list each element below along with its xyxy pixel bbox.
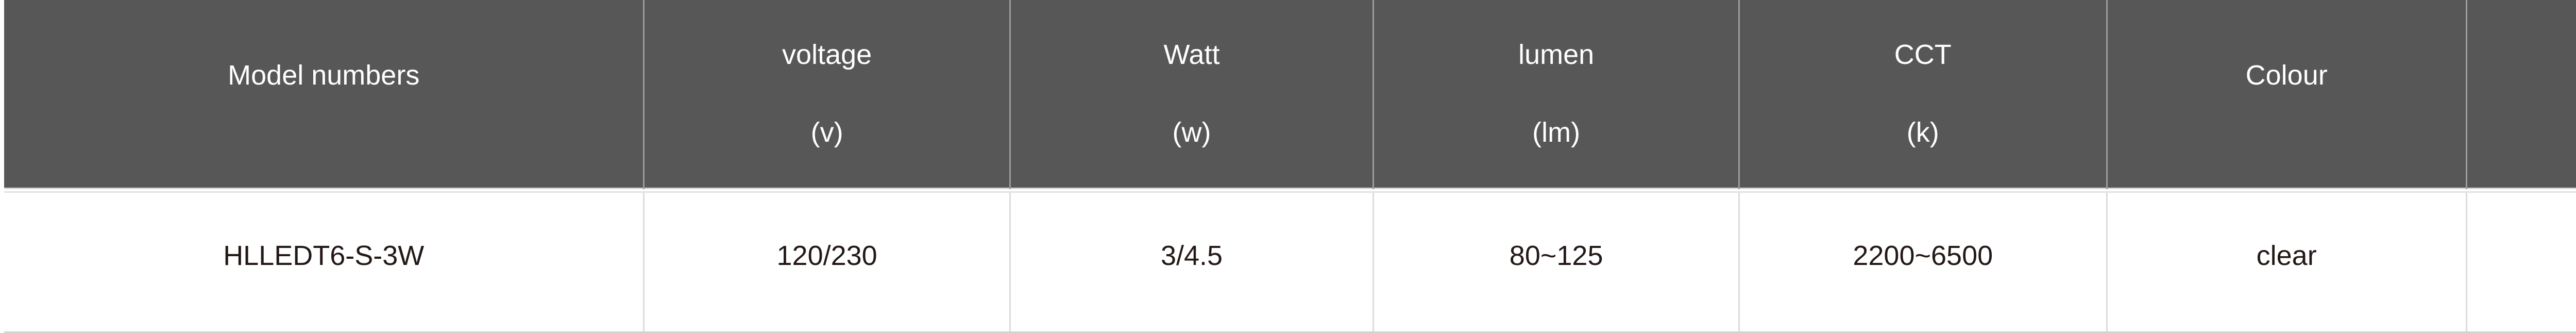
column-header-cct[interactable]: CCT (k): [1739, 0, 2108, 189]
cell-voltage: 120/230: [643, 192, 1011, 333]
column-header-filaments-count[interactable]: Filaments Count: [2466, 0, 2576, 189]
table-row[interactable]: HLLEDT6-S-3W 120/230 3/4.5 80~125 2200~6…: [0, 192, 2576, 333]
cell-colour: clear: [2107, 192, 2467, 333]
column-header-line-2: (v): [810, 116, 843, 148]
column-header-line-1: lumen: [1518, 39, 1595, 71]
column-header-line-2: (lm): [1532, 116, 1581, 148]
column-header-watt[interactable]: Watt (w): [1010, 0, 1375, 189]
cell-cct: 2200~6500: [1739, 192, 2108, 333]
cell-filaments-count: 2: [2466, 192, 2576, 333]
column-header-line-2: (k): [1906, 116, 1939, 148]
column-header-line-1: CCT: [1894, 39, 1952, 71]
cell-watt: 3/4.5: [1010, 192, 1375, 333]
header-body-separator: [2, 188, 2576, 193]
column-header-colour[interactable]: Colour: [2107, 0, 2467, 189]
column-header-voltage[interactable]: voltage (v): [643, 0, 1011, 189]
column-header-line-1: Watt: [1163, 39, 1220, 71]
column-header-line-2: Count: [2472, 114, 2576, 151]
table-body: HLLEDT6-S-3W 120/230 3/4.5 80~125 2200~6…: [0, 188, 2576, 333]
column-header-model-numbers[interactable]: Model numbers: [0, 0, 645, 189]
column-header-line-1: voltage: [782, 39, 872, 71]
column-header-line-1: Colour: [2245, 59, 2328, 91]
column-header-line-1: Model numbers: [228, 59, 420, 91]
column-header-line-1: Filaments: [2472, 37, 2576, 73]
column-header-line-2: (w): [1172, 116, 1211, 148]
cell-model-number: HLLEDT6-S-3W: [0, 192, 645, 333]
header-row: Model numbers voltage (v) Watt (w) lumen…: [0, 0, 2576, 189]
column-header-lumen[interactable]: lumen (lm): [1373, 0, 1740, 189]
separator-band: [2, 188, 2576, 193]
cell-lumen: 80~125: [1373, 192, 1740, 333]
table-header: Model numbers voltage (v) Watt (w) lumen…: [0, 0, 2576, 189]
